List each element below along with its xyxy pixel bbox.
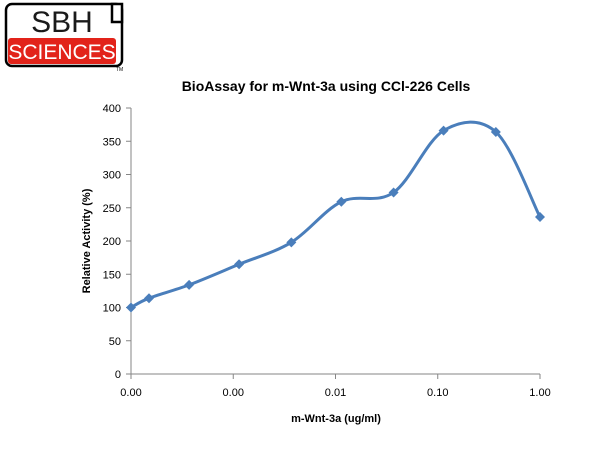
x-tick-label: 0.10 xyxy=(427,387,448,399)
series-markers xyxy=(126,125,545,313)
y-tick-label: 100 xyxy=(103,303,121,315)
logo-notch xyxy=(110,2,124,24)
data-point-marker xyxy=(336,196,347,207)
data-point-marker xyxy=(184,279,195,290)
data-point-marker xyxy=(438,125,449,136)
x-tick-label: 0.00 xyxy=(120,387,141,399)
y-tick-label: 350 xyxy=(103,136,121,148)
x-tick-label: 1.00 xyxy=(529,387,550,399)
data-point-marker xyxy=(388,187,399,198)
data-point-marker xyxy=(286,237,297,248)
y-tick-label: 200 xyxy=(103,236,121,248)
data-point-marker xyxy=(535,212,545,223)
data-point-marker xyxy=(234,259,245,270)
data-point-marker xyxy=(490,126,501,137)
logo-sciences-text: SCIENCES xyxy=(8,41,115,64)
sbh-sciences-logo: SBH SCIENCES TM xyxy=(4,2,124,72)
logo-sbh-text: SBH xyxy=(31,6,93,39)
y-tick-label: 300 xyxy=(103,170,121,182)
data-point-marker xyxy=(126,302,136,313)
y-tick-label: 0 xyxy=(115,369,121,381)
logo-red-band xyxy=(8,38,116,64)
x-tick-label: 0.00 xyxy=(223,387,244,399)
y-tick-label: 50 xyxy=(109,336,121,348)
y-axis-title: Relative Activity (%) xyxy=(81,188,93,293)
series-line xyxy=(129,120,542,309)
y-tick-label: 150 xyxy=(103,269,121,281)
data-point-marker xyxy=(144,293,155,304)
x-tick-label: 0.01 xyxy=(325,387,346,399)
y-tick-label: 400 xyxy=(103,103,121,115)
y-tick-label: 250 xyxy=(103,203,121,215)
x-axis-ticks: 0.00 0.00 0.01 0.10 1.00 xyxy=(120,374,551,399)
y-axis-ticks: 0 50 100 150 200 250 300 350 400 xyxy=(103,103,131,381)
logo-tm-mark: TM xyxy=(116,67,123,72)
chart-title: BioAssay for m-Wnt-3a using CCl-226 Cell… xyxy=(182,78,471,94)
x-axis-title: m-Wnt-3a (ug/ml) xyxy=(291,413,381,425)
